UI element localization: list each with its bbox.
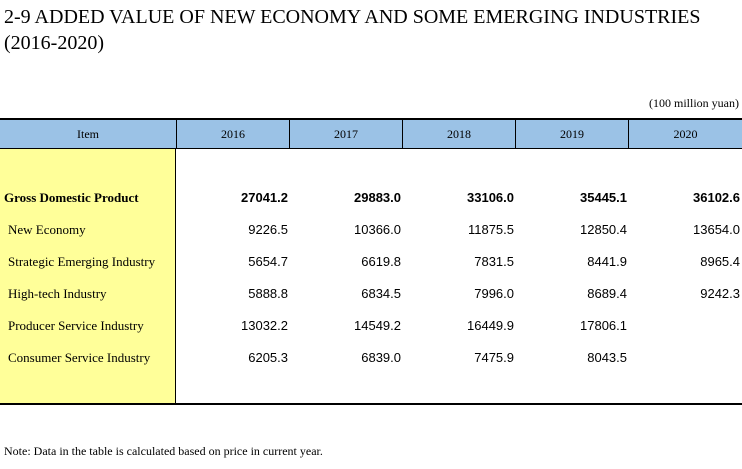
cell-2019: 35445.1 (580, 190, 627, 205)
row-label: Strategic Emerging Industry (8, 254, 156, 269)
item-column (0, 149, 176, 403)
cell-2018: 7831.5 (474, 254, 514, 269)
row-label: Producer Service Industry (8, 318, 144, 333)
data-table: Item 2016 2017 2018 2019 2020 Gross Dome… (0, 118, 742, 405)
cell-2018: 11875.5 (467, 222, 514, 237)
header-2016: 2016 (177, 120, 290, 148)
footnote: Note: Data in the table is calculated ba… (4, 444, 323, 458)
cell-2016: 27041.2 (241, 190, 288, 205)
header-2018: 2018 (403, 120, 516, 148)
cell-2017: 6839.0 (361, 350, 401, 365)
cell-2019: 12850.4 (580, 222, 627, 237)
table-row: High-tech Industry 5888.8 6834.5 7996.0 … (0, 278, 742, 310)
cell-2020: 9242.3 (700, 286, 740, 301)
row-label: Consumer Service Industry (8, 350, 151, 365)
cell-2018: 33106.0 (467, 190, 514, 205)
cell-2016: 9226.5 (248, 222, 288, 237)
cell-2016: 5888.8 (248, 286, 288, 301)
unit-label: (100 million yuan) (649, 96, 739, 110)
header-2019: 2019 (516, 120, 629, 148)
cell-2017: 29883.0 (354, 190, 401, 205)
cell-2019: 8689.4 (587, 286, 627, 301)
row-label: Gross Domestic Product (4, 190, 139, 205)
cell-2020: 13654.0 (693, 222, 740, 237)
cell-2016: 6205.3 (248, 350, 288, 365)
table-header: Item 2016 2017 2018 2019 2020 (0, 120, 742, 149)
header-item: Item (0, 120, 177, 148)
cell-2016: 13032.2 (241, 318, 288, 333)
cell-2018: 7996.0 (474, 286, 514, 301)
table-row: Producer Service Industry 13032.2 14549.… (0, 310, 742, 342)
cell-2020: 36102.6 (693, 190, 740, 205)
cell-2017: 14549.2 (354, 318, 401, 333)
page-title: 2-9 ADDED VALUE OF NEW ECONOMY AND SOME … (4, 6, 701, 54)
cell-2017: 6619.8 (361, 254, 401, 269)
cell-2018: 7475.9 (474, 350, 514, 365)
cell-2016: 5654.7 (248, 254, 288, 269)
cell-2019: 8043.5 (587, 350, 627, 365)
cell-2017: 10366.0 (354, 222, 401, 237)
cell-2020: 8965.4 (700, 254, 740, 269)
cell-2019: 17806.1 (580, 318, 627, 333)
table-row: Consumer Service Industry 6205.3 6839.0 … (0, 342, 742, 374)
row-label: New Economy (8, 222, 86, 237)
header-2020: 2020 (673, 127, 698, 141)
cell-2017: 6834.5 (361, 286, 401, 301)
table-row: New Economy 9226.5 10366.0 11875.5 12850… (0, 214, 742, 246)
table-row: Gross Domestic Product 27041.2 29883.0 3… (0, 182, 742, 214)
row-label: High-tech Industry (8, 286, 107, 301)
cell-2018: 16449.9 (467, 318, 514, 333)
header-2017: 2017 (290, 120, 403, 148)
table-row: Strategic Emerging Industry 5654.7 6619.… (0, 246, 742, 278)
cell-2019: 8441.9 (587, 254, 627, 269)
